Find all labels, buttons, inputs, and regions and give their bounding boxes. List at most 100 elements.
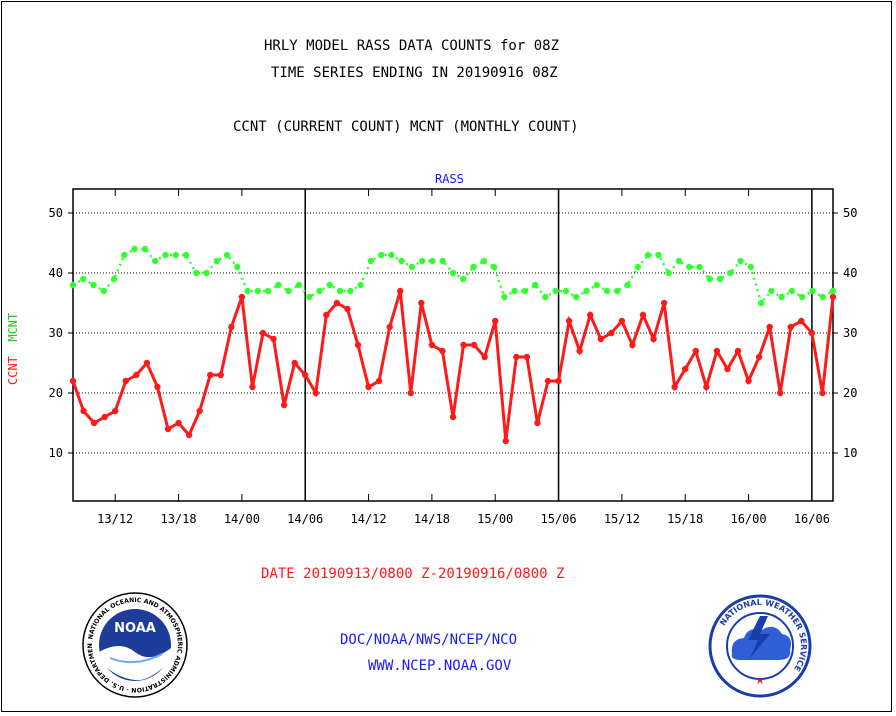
ccnt-data-point (671, 383, 678, 391)
ccnt-data-point (618, 317, 626, 325)
mcnt-data-point (460, 275, 467, 283)
ccnt-data-point (207, 371, 214, 379)
mcnt-data-point (172, 251, 179, 259)
mcnt-data-point (727, 269, 734, 277)
mcnt-data-point (480, 257, 488, 265)
ccnt-data-point (597, 335, 604, 343)
mcnt-data-point (244, 287, 251, 295)
ccnt-data-point (766, 323, 773, 331)
x-tick-label: 15/06 (540, 512, 576, 526)
ccnt-data-point (333, 299, 341, 307)
mcnt-data-point (747, 263, 755, 271)
ccnt-data-point (164, 425, 172, 433)
mcnt-data-point (593, 281, 600, 289)
mcnt-data-point (234, 263, 241, 271)
ccnt-data-point (829, 293, 837, 301)
mcnt-data-point (347, 287, 354, 295)
ccnt-data-point (154, 383, 161, 391)
mcnt-data-point (521, 287, 529, 295)
ccnt-data-point (428, 341, 436, 349)
y-tick-label-right: 40 (843, 266, 857, 280)
mcnt-data-point (829, 287, 837, 295)
mcnt-data-point (809, 287, 816, 295)
ccnt-data-point (692, 347, 699, 355)
nws-logo[interactable]: NATIONAL WEATHER SERVICE (708, 594, 812, 698)
mcnt-data-point (162, 251, 169, 259)
ccnt-data-point (291, 359, 298, 367)
ccnt-data-point (734, 347, 742, 355)
mcnt-data-point (151, 257, 159, 265)
mcnt-data-point (686, 263, 693, 271)
mcnt-data-point (788, 287, 796, 295)
mcnt-data-point (542, 293, 549, 301)
ccnt-data-point (122, 377, 129, 385)
mcnt-data-point (388, 251, 395, 259)
ccnt-data-point (449, 413, 457, 421)
y-tick-label-left: 40 (49, 266, 63, 280)
ccnt-data-point (112, 407, 119, 415)
mcnt-data-point (285, 287, 292, 295)
x-tick-label: 15/18 (667, 512, 703, 526)
mcnt-data-point (213, 257, 220, 265)
ccnt-data-point (755, 353, 763, 361)
mcnt-data-point (275, 281, 282, 289)
mcnt-data-point (665, 269, 672, 277)
noaa-logo[interactable]: NATIONAL OCEANIC AND ATMOSPHERIC ADMINIS… (80, 590, 190, 700)
y-tick-label-right: 20 (843, 386, 857, 400)
y-tick-label-left: 30 (49, 326, 63, 340)
ccnt-data-point (819, 389, 826, 397)
ccnt-data-point (787, 323, 794, 331)
org-label[interactable]: DOC/NOAA/NWS/NCEP/NCO (340, 632, 518, 648)
mcnt-data-point (223, 251, 231, 259)
ccnt-data-point (513, 353, 520, 361)
mcnt-data-point (357, 281, 364, 289)
y-tick-label-right: 10 (843, 446, 857, 460)
y-tick-label-right: 50 (843, 206, 857, 220)
ccnt-data-point (587, 311, 594, 319)
ccnt-data-point (544, 377, 552, 385)
mcnt-data-point (706, 275, 713, 283)
mcnt-data-point (634, 263, 642, 271)
chart-title-line2: TIME SERIES ENDING IN 20190916 08Z (271, 65, 558, 81)
ccnt-data-point (777, 389, 784, 397)
ccnt-data-point (650, 335, 657, 343)
ccnt-data-point (502, 437, 509, 445)
x-tick-label: 15/12 (604, 512, 640, 526)
mcnt-data-point (531, 281, 539, 289)
date-range-label: DATE 20190913/0800 Z-20190916/0800 Z (261, 566, 565, 582)
ccnt-data-point (175, 419, 182, 427)
ccnt-data-point (101, 413, 108, 421)
ccnt-data-point (397, 287, 404, 295)
mcnt-data-point (182, 251, 190, 259)
mcnt-data-point (552, 287, 559, 295)
ccnt-data-point (460, 341, 467, 349)
mcnt-data-point (716, 275, 724, 283)
mcnt-data-point (69, 281, 77, 289)
plot-frame (72, 188, 834, 502)
ccnt-data-point (492, 317, 499, 325)
ccnt-data-point (133, 371, 140, 379)
mcnt-data-point (203, 269, 210, 277)
chart-title-line1: HRLY MODEL RASS DATA COUNTS for 08Z (264, 38, 560, 54)
mcnt-data-point (624, 281, 631, 289)
ccnt-data-point (80, 407, 87, 415)
mcnt-data-point (490, 263, 498, 271)
ccnt-data-point (185, 431, 193, 439)
mcnt-data-point (470, 263, 477, 271)
website-link[interactable]: WWW.NCEP.NOAA.GOV (368, 658, 512, 674)
mcnt-data-point (141, 245, 149, 253)
ccnt-data-point (323, 311, 330, 319)
mcnt-data-point (306, 293, 313, 301)
mcnt-data-point (254, 287, 262, 295)
mcnt-data-point (583, 287, 590, 295)
ccnt-data-point (228, 323, 235, 331)
mcnt-data-point (614, 287, 621, 295)
ccnt-data-point (418, 299, 425, 307)
mcnt-data-point (449, 269, 457, 277)
ccnt-data-point (375, 377, 383, 385)
y-tick-label-left: 50 (49, 206, 63, 220)
mcnt-data-point (193, 269, 200, 277)
mcnt-data-point (264, 287, 272, 295)
ccnt-data-point (439, 347, 446, 355)
